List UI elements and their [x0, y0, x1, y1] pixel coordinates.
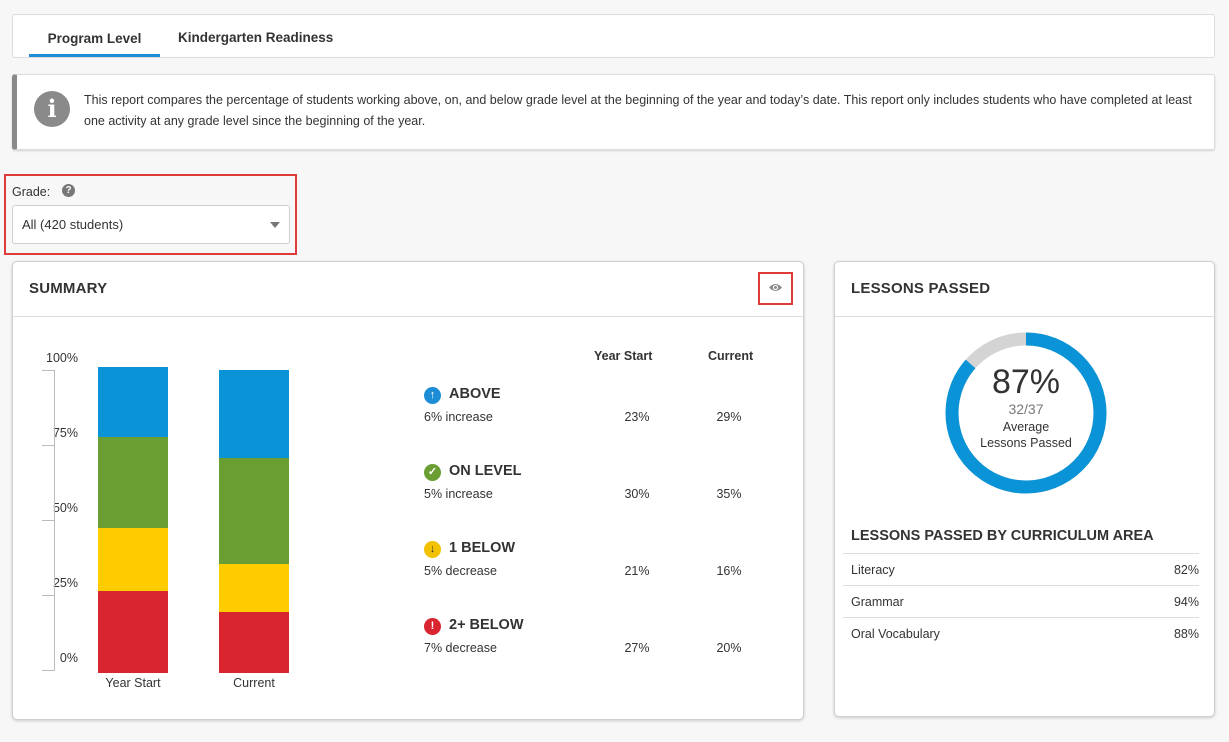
summary-header: SUMMARY: [13, 262, 803, 317]
category-title: ON LEVEL: [449, 463, 522, 479]
bar-segment-on-level-year-start: [98, 436, 168, 528]
category-change: 5% increase: [424, 487, 493, 501]
summary-title: SUMMARY: [29, 280, 108, 297]
col-header-current: Current: [708, 349, 754, 363]
curriculum-area-name: Oral Vocabulary: [851, 627, 940, 641]
category-year-start-value: 30%: [624, 487, 650, 501]
lessons-header: LESSONS PASSED: [835, 262, 1214, 317]
arrow-up-icon: ↑: [424, 387, 441, 404]
category-title: 1 BELOW: [449, 540, 516, 556]
report-tabs: Program Level Gains Kindergarten Readine…: [12, 14, 1215, 94]
category-year-start-value: 21%: [624, 564, 650, 578]
donut-fraction: 32/37: [1008, 401, 1044, 417]
donut-caption-line1: Average: [1002, 420, 1050, 434]
bar-segment-above-year-start: [98, 366, 168, 437]
category-current-value: 16%: [716, 564, 742, 578]
donut-chart: [945, 332, 1107, 494]
y-tick-label: 50%: [52, 501, 78, 515]
col-header-year-start: Year Start: [594, 349, 653, 363]
bar-segment-1-below-current: [219, 563, 289, 613]
check-icon: ✓: [424, 464, 441, 481]
curriculum-area-name: Grammar: [851, 595, 904, 609]
info-text: This report compares the percentage of s…: [84, 93, 1192, 128]
category-year-start-value: 27%: [624, 641, 650, 655]
category-current-value: 29%: [716, 410, 742, 424]
toggle-visibility-button[interactable]: [758, 272, 793, 305]
category-current-value: 35%: [716, 487, 742, 501]
y-axis: [42, 370, 55, 670]
tab-program-level-gains[interactable]: Program Level Gains: [29, 15, 160, 94]
y-tick-label: 25%: [52, 576, 78, 590]
y-tick-label: 100%: [46, 351, 78, 365]
grade-label: Grade:: [12, 185, 51, 199]
category-current-value: 20%: [716, 641, 742, 655]
bar-segment-1-below-year-start: [98, 527, 168, 592]
bar-segment-above-current: [219, 370, 289, 458]
info-banner: i This report compares the percentage of…: [12, 74, 1215, 150]
donut-caption-line2: Lessons Passed: [980, 436, 1072, 450]
donut-percent: 87%: [991, 363, 1061, 401]
y-tick-label: 75%: [52, 426, 78, 440]
y-tick-line: [42, 670, 55, 671]
bar-segment-on-level-current: [219, 457, 289, 564]
category-change: 7% decrease: [424, 641, 497, 655]
alert-icon: !: [424, 618, 441, 635]
curriculum-area-row: Grammar 94%: [843, 585, 1199, 617]
bar-segment-2-below-year-start: [98, 591, 168, 673]
donut-progress-arc: [945, 332, 1107, 494]
curriculum-area-row: Literacy 82%: [843, 553, 1199, 585]
donut-caption: Average Lessons Passed: [945, 419, 1107, 451]
grade-highlight-box: [4, 174, 297, 255]
chevron-down-icon: [270, 222, 280, 228]
grade-select[interactable]: All (420 students): [12, 205, 290, 244]
x-tick-label: Current: [233, 676, 275, 690]
bar-segment-2-below-current: [219, 612, 289, 673]
curriculum-area-value: 82%: [1173, 563, 1199, 577]
lessons-panel: LESSONS PASSED 87% 32/37 Average Lessons…: [834, 261, 1215, 717]
arrow-down-icon: ↓: [424, 541, 441, 558]
y-tick-line: [42, 370, 55, 371]
grade-selected-value: All (420 students): [22, 217, 124, 232]
y-tick-line: [42, 520, 55, 521]
category-change: 5% decrease: [424, 564, 497, 578]
curriculum-area-name: Literacy: [851, 563, 895, 577]
y-tick-line: [42, 595, 55, 596]
help-icon[interactable]: ?: [62, 184, 75, 197]
eye-icon: [769, 284, 782, 291]
y-tick-line: [42, 445, 55, 446]
tab-kindergarten-readiness[interactable]: Kindergarten Readiness: [178, 30, 334, 45]
category-change: 6% increase: [424, 410, 493, 424]
curriculum-area-value: 94%: [1173, 595, 1199, 609]
curriculum-area-value: 88%: [1173, 627, 1199, 641]
x-tick-label: Year Start: [105, 676, 161, 690]
category-title: ABOVE: [449, 386, 501, 402]
lessons-donut: 87% 32/37 Average Lessons Passed: [945, 332, 1107, 494]
curriculum-area-title: LESSONS PASSED BY CURRICULUM AREA: [851, 528, 1154, 544]
category-title: 2+ BELOW: [449, 617, 524, 633]
curriculum-area-row: Oral Vocabulary 88%: [843, 617, 1199, 649]
category-year-start-value: 23%: [624, 410, 650, 424]
y-tick-label: 0%: [59, 651, 78, 665]
lessons-title: LESSONS PASSED: [851, 280, 991, 297]
info-icon: i: [34, 91, 70, 127]
